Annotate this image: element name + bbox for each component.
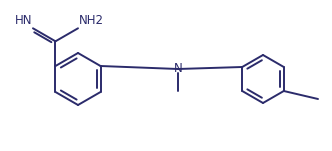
- Text: N: N: [174, 63, 182, 76]
- Text: HN: HN: [15, 14, 32, 27]
- Text: NH2: NH2: [79, 14, 104, 27]
